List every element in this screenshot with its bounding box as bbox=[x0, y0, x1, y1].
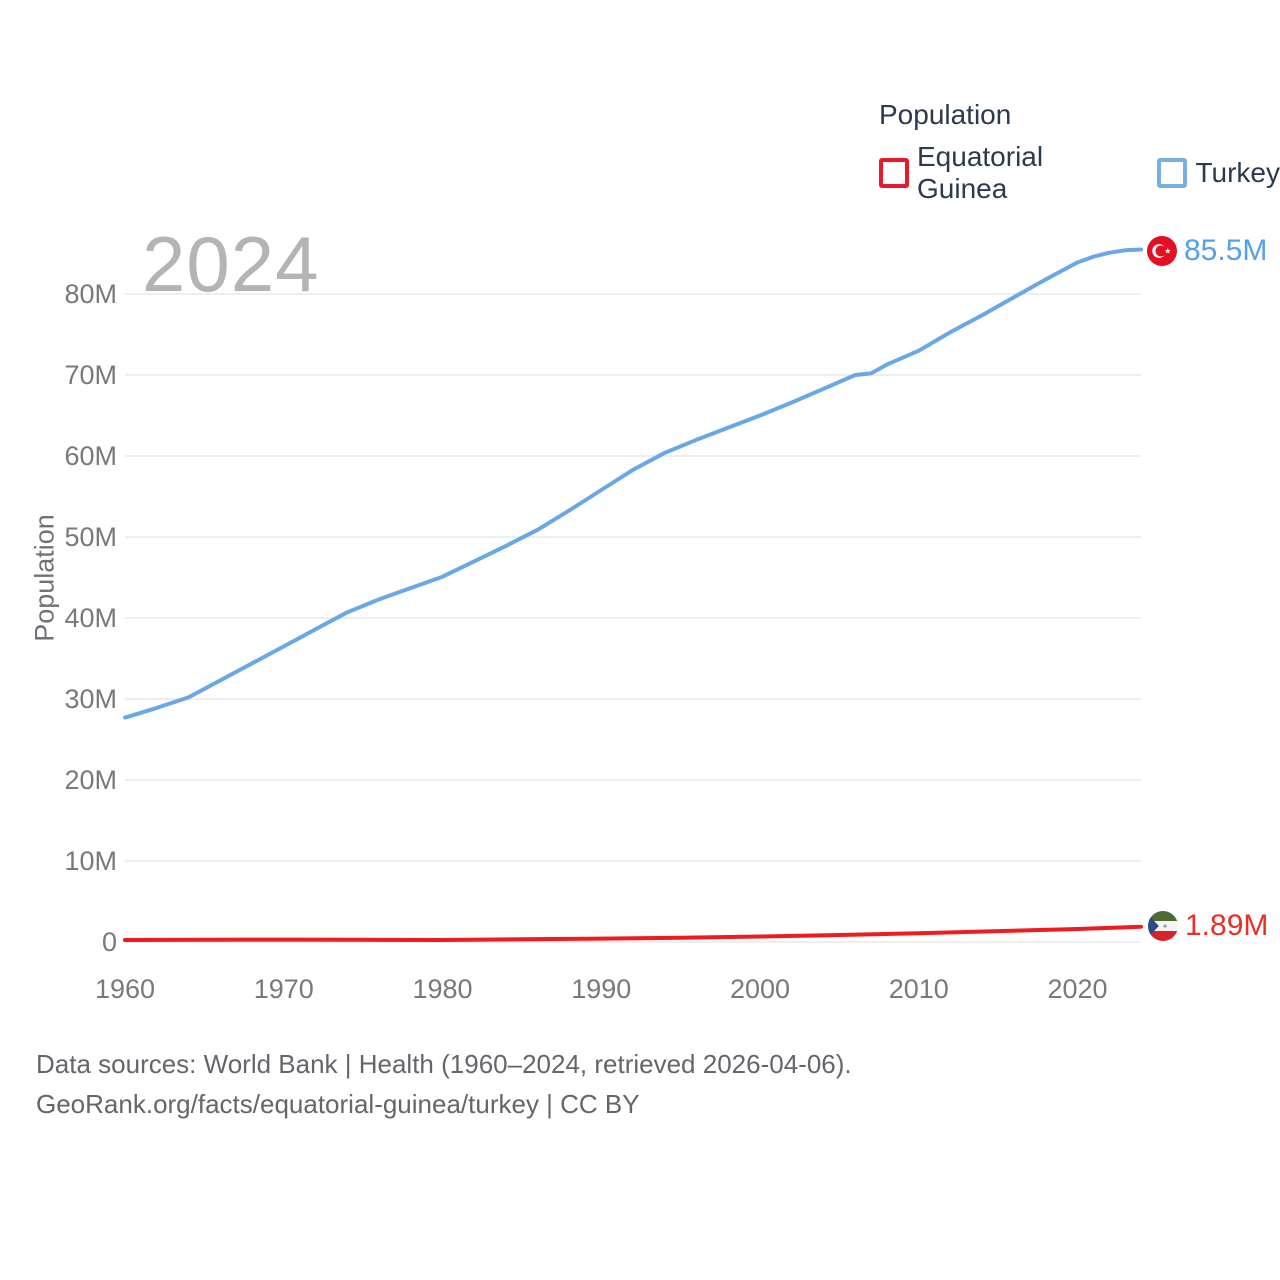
y-tick-label: 40M bbox=[64, 603, 117, 633]
legend-item-label: Turkey bbox=[1195, 157, 1280, 188]
footer-attribution: GeoRank.org/facts/equatorial-guinea/turk… bbox=[36, 1089, 640, 1119]
x-tick-label: 1990 bbox=[571, 974, 632, 1004]
x-tick-label: 2020 bbox=[1047, 974, 1108, 1004]
y-tick-label: 0 bbox=[101, 927, 117, 957]
equatorial-guinea-swatch bbox=[879, 158, 909, 188]
legend-item-equatorial-guinea[interactable]: Equatorial Guinea bbox=[879, 141, 1133, 205]
equatorial-guinea-value-label: 1.89M bbox=[1185, 909, 1269, 942]
turkey-series-line bbox=[123, 247, 1143, 720]
equatorial-guinea-flag-icon bbox=[1148, 910, 1178, 941]
turkey-swatch bbox=[1157, 158, 1188, 188]
x-tick-label: 1970 bbox=[253, 974, 314, 1004]
y-tick-label: 10M bbox=[64, 846, 117, 876]
equatorial-guinea-series-line bbox=[123, 924, 1143, 942]
y-tick-label: 70M bbox=[64, 360, 117, 390]
equatorial-guinea-end-label: 1.89M bbox=[1148, 910, 1268, 941]
legend-title: Population bbox=[879, 99, 1012, 130]
y-tick-label: 80M bbox=[64, 279, 117, 309]
legend-items: Equatorial Guinea Turkey bbox=[879, 141, 1280, 205]
legend-item-turkey[interactable]: Turkey bbox=[1157, 157, 1280, 189]
y-tick-label: 60M bbox=[64, 441, 117, 471]
footer-data-sources: Data sources: World Bank | Health (1960–… bbox=[36, 1049, 852, 1079]
turkey-value-label: 85.5M bbox=[1184, 234, 1268, 267]
footer: Data sources: World Bank | Health (1960–… bbox=[36, 1044, 852, 1124]
x-tick-label: 2010 bbox=[888, 974, 949, 1004]
y-tick-label: 20M bbox=[64, 765, 117, 795]
y-tick-label: 50M bbox=[64, 522, 117, 552]
x-tick-label: 2000 bbox=[729, 974, 791, 1004]
y-tick-label: 30M bbox=[64, 684, 117, 714]
turkey-flag-icon bbox=[1147, 235, 1177, 266]
year-watermark: 2024 bbox=[142, 220, 320, 308]
turkey-end-label: 85.5M bbox=[1147, 235, 1267, 266]
x-tick-label: 1980 bbox=[412, 974, 473, 1004]
legend-item-label: Equatorial Guinea bbox=[917, 141, 1044, 204]
x-tick-label: 1960 bbox=[94, 974, 156, 1004]
legend: Population Equatorial Guinea Turkey bbox=[879, 99, 1280, 205]
